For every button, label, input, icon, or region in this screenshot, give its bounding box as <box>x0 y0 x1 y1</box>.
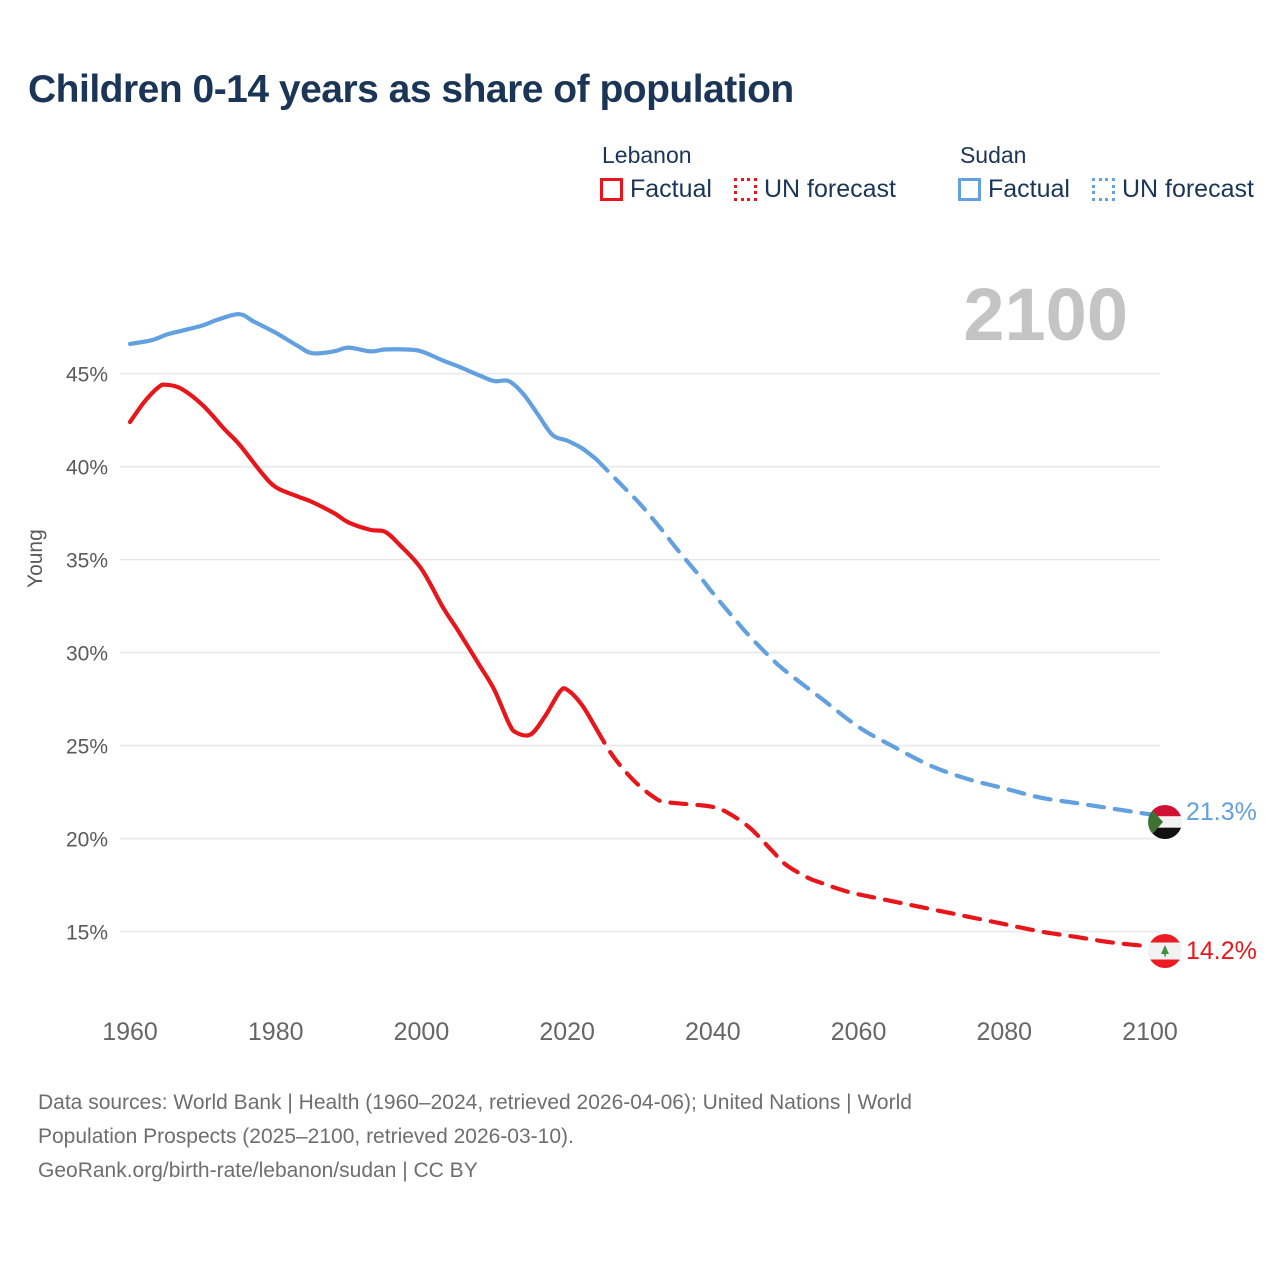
legend-country-lebanon: Lebanon <box>602 142 692 168</box>
footer-line-1: Data sources: World Bank | Health (1960–… <box>38 1091 912 1114</box>
lebanon-end-value: 14.2% <box>1186 937 1257 965</box>
page-title: Children 0-14 years as share of populati… <box>28 68 794 111</box>
lebanon-flag-icon <box>1148 934 1182 968</box>
sudan-end-value: 21.3% <box>1186 798 1257 826</box>
footer-sources: Data sources: World Bank | Health (1960–… <box>38 1086 1188 1188</box>
footer-line-3[interactable]: GeoRank.org/birth-rate/lebanon/sudan | C… <box>38 1159 478 1182</box>
y-tick-label: 40% <box>66 457 108 480</box>
x-tick-label: 2000 <box>394 1018 450 1046</box>
solid-square-swatch-icon <box>600 178 623 201</box>
gridlines <box>120 372 1160 933</box>
y-axis-tick-labels: 15% 20% 25% 30% 35% 40% 45% <box>66 364 108 945</box>
legend-label-sudan-forecast: UN forecast <box>1121 175 1254 203</box>
y-tick-label: 25% <box>66 736 108 759</box>
series-line-lebanon-factual <box>127 382 599 738</box>
x-tick-label: 2060 <box>831 1018 887 1046</box>
x-tick-label: 2020 <box>539 1018 595 1046</box>
series-line-sudan-forecast <box>594 457 1153 817</box>
legend-item-sudan-factual[interactable]: Factual <box>957 175 1070 204</box>
y-tick-label: 20% <box>66 829 108 852</box>
year-watermark: 2100 <box>963 273 1128 356</box>
series-line-lebanon-forecast <box>594 726 1153 949</box>
x-tick-label: 1960 <box>102 1018 158 1046</box>
chart-legend: Lebanon Factual UN forecast Sudan Factua… <box>600 142 1254 204</box>
x-tick-label: 2080 <box>976 1018 1032 1046</box>
legend-item-sudan-forecast[interactable]: UN forecast <box>1091 175 1254 204</box>
series-line-sudan-factual <box>127 312 599 462</box>
legend-item-lebanon-forecast[interactable]: UN forecast <box>733 175 896 204</box>
dotted-square-swatch-icon <box>733 178 757 201</box>
y-tick-label: 45% <box>66 364 108 387</box>
legend-label-lebanon-factual: Factual <box>630 175 712 203</box>
legend-label-lebanon-forecast: UN forecast <box>763 175 896 203</box>
legend-group-sudan: Sudan Factual UN forecast <box>957 142 1254 204</box>
solid-square-swatch-icon <box>957 178 981 201</box>
data-series-lines <box>127 312 1153 949</box>
sudan-flag-icon <box>1148 805 1182 839</box>
x-tick-label: 1980 <box>248 1018 304 1046</box>
x-tick-label: 2040 <box>685 1018 741 1046</box>
legend-country-sudan: Sudan <box>959 142 1027 168</box>
y-tick-label: 35% <box>66 550 108 573</box>
x-axis-tick-labels: 1960 1980 2000 2020 2040 2060 2080 2100 <box>102 1018 1178 1046</box>
dotted-square-swatch-icon <box>1091 178 1115 201</box>
x-tick-label: 2100 <box>1122 1018 1178 1046</box>
legend-label-sudan-factual: Factual <box>987 175 1070 203</box>
y-tick-label: 15% <box>66 922 108 945</box>
y-axis-title: Young <box>24 529 47 588</box>
y-tick-label: 30% <box>66 643 108 666</box>
legend-group-lebanon: Lebanon Factual UN forecast <box>600 142 896 204</box>
footer-line-2: Population Prospects (2025–2100, retriev… <box>38 1125 574 1148</box>
legend-item-lebanon-factual[interactable]: Factual <box>600 175 712 204</box>
